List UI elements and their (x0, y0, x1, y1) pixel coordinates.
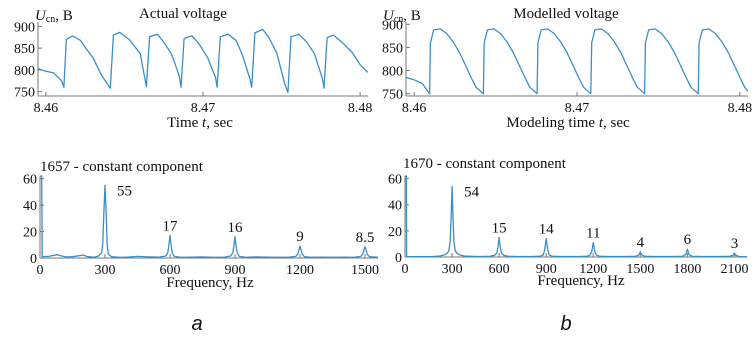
y-tick-label: 20 (388, 225, 402, 240)
x-tick-label: 1200 (286, 263, 314, 278)
y-tick-label: 20 (23, 226, 37, 241)
x-tick-label: 1500 (626, 262, 654, 277)
y-tick-label: 40 (388, 199, 402, 214)
peak-label: 14 (539, 222, 555, 238)
peak-label: 55 (117, 183, 132, 199)
y-tick-label: 60 (23, 173, 37, 188)
ylabel-modelled-voltage: Ucn, B (383, 8, 421, 25)
title-modelled-voltage: Modelled voltage (513, 6, 619, 22)
y-tick-label: 900 (382, 18, 403, 33)
x-tick-label: 600 (489, 262, 510, 277)
y-tick-label: 800 (382, 65, 403, 80)
series-line (40, 175, 379, 258)
x-tick-label: 300 (95, 263, 116, 278)
peak-label: 54 (464, 184, 480, 200)
peak-label: 4 (637, 235, 645, 251)
x-tick-label: 1500 (351, 263, 379, 278)
series-line (405, 175, 748, 258)
peak-label: 8.5 (356, 230, 375, 246)
y-tick-label: 60 (388, 173, 402, 188)
x-tick-label: 0 (402, 262, 409, 277)
title-actual-voltage: Actual voltage (139, 6, 227, 22)
panel-label-a: a (191, 313, 202, 335)
x-tick-label: 8.47 (191, 101, 216, 116)
peak-label: 17 (163, 219, 179, 235)
y-tick-label: 750 (382, 88, 403, 103)
peak-label: 16 (228, 220, 244, 236)
peak-label: 11 (586, 226, 600, 242)
title-modelled-spectrum: 1670 - constant component (403, 156, 567, 172)
x-tick-label: 0 (37, 263, 44, 278)
y-tick-label: 0 (395, 251, 402, 266)
ylabel-actual-voltage: Ucn, B (35, 8, 73, 25)
xlabel-modelled-voltage: Modeling time t, sec (506, 115, 630, 131)
x-tick-label: 300 (442, 262, 463, 277)
y-tick-label: 850 (14, 42, 35, 57)
y-tick-label: 900 (14, 20, 35, 35)
y-tick-label: 750 (14, 86, 35, 101)
x-tick-label: 600 (160, 263, 181, 278)
x-tick-label: 8.46 (402, 101, 427, 116)
peak-label: 15 (492, 220, 507, 236)
x-tick-label: 8.46 (34, 101, 59, 116)
xlabel-modelled-spectrum: Frequency, Hz (537, 273, 625, 289)
modelled-voltage-chart: Ucn, B Modelled voltage 750 800 850 900 8.46… (382, 6, 752, 131)
x-tick-label: 1200 (579, 262, 607, 277)
x-tick-label: 900 (225, 263, 246, 278)
y-tick-label: 0 (30, 252, 37, 267)
panel-label-b: b (560, 313, 571, 335)
series-line (37, 28, 369, 94)
y-tick-label: 850 (382, 41, 403, 56)
x-tick-label: 1800 (673, 262, 701, 277)
title-actual-spectrum: 1657 - constant component (40, 159, 204, 175)
x-tick-label: 900 (536, 262, 557, 277)
peak-label: 3 (731, 236, 739, 252)
y-tick-label: 40 (23, 199, 37, 214)
x-tick-label: 8.47 (565, 101, 590, 116)
xlabel-actual-voltage: Time t, sec (167, 115, 233, 131)
xlabel-actual-spectrum: Frequency, Hz (166, 275, 254, 291)
x-tick-label: 8.48 (728, 101, 753, 116)
y-tick-label: 800 (14, 64, 35, 79)
x-tick-label: 8.48 (348, 101, 373, 116)
peak-label: 6 (684, 232, 692, 248)
x-tick-label: 2100 (720, 262, 748, 277)
peak-label: 9 (296, 229, 304, 245)
actual-voltage-chart: Ucn, B Actual voltage 750 800 850 900 8.46 8.… (14, 6, 372, 131)
series-line (405, 28, 749, 95)
